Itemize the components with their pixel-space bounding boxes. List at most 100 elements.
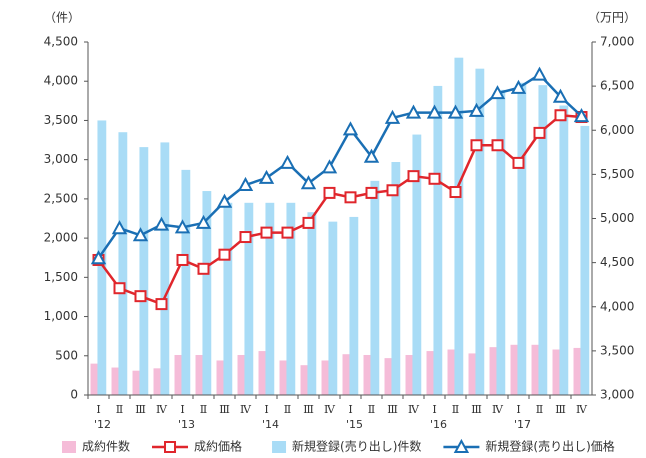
legend-swatch xyxy=(62,441,76,453)
bar xyxy=(328,221,338,395)
marker xyxy=(281,226,294,239)
x-tick-label: Ⅲ xyxy=(387,403,398,416)
y-tick-label: 2,000 xyxy=(44,231,78,245)
bar xyxy=(426,351,435,395)
x-tick-label: Ⅱ xyxy=(368,403,375,416)
marker xyxy=(344,191,357,204)
y2-unit-label: （万円） xyxy=(588,11,636,25)
bar xyxy=(300,365,309,395)
marker xyxy=(239,231,252,244)
bar xyxy=(216,360,225,395)
marker xyxy=(447,104,464,119)
y2-tick-label: 4,500 xyxy=(600,255,634,269)
bar xyxy=(391,162,401,395)
marker xyxy=(321,159,338,174)
bar xyxy=(496,89,506,396)
bar xyxy=(153,368,162,395)
bar xyxy=(90,363,99,395)
year-label: '17 xyxy=(514,418,531,431)
bar xyxy=(321,360,330,395)
bar xyxy=(132,370,141,395)
marker xyxy=(155,298,168,311)
bar xyxy=(342,354,351,395)
marker xyxy=(216,193,233,208)
bar xyxy=(489,347,498,395)
bar xyxy=(447,349,456,395)
y-tick-label: 500 xyxy=(55,348,78,362)
y2-tick-label: 6,500 xyxy=(600,79,634,93)
legend-label: 新規登録(売り出し)価格 xyxy=(485,439,614,454)
marker xyxy=(386,184,399,197)
bar xyxy=(468,353,477,395)
year-label: '12 xyxy=(94,418,111,431)
bar xyxy=(370,180,380,395)
bar xyxy=(265,202,275,395)
marker xyxy=(134,290,147,303)
y-tick-label: 3,500 xyxy=(44,113,78,127)
bar xyxy=(307,212,317,395)
marker xyxy=(426,104,443,119)
x-tick-label: Ⅳ xyxy=(576,403,588,416)
bar xyxy=(363,354,372,395)
marker xyxy=(132,227,149,242)
legend-marker xyxy=(164,441,177,453)
marker xyxy=(512,156,525,169)
legend-marker xyxy=(453,438,470,453)
bar xyxy=(223,202,233,395)
bar xyxy=(454,57,464,395)
y2-tick-label: 7,000 xyxy=(600,35,634,49)
line xyxy=(97,73,583,259)
marker xyxy=(470,139,483,152)
marker xyxy=(407,170,420,183)
marker xyxy=(237,176,254,191)
x-tick-label: Ⅰ xyxy=(432,403,436,416)
year-label: '13 xyxy=(178,418,195,431)
marker xyxy=(260,226,273,239)
year-label: '16 xyxy=(430,418,447,431)
legend-label: 成約価格 xyxy=(194,439,242,454)
marker xyxy=(428,172,441,185)
marker xyxy=(468,102,485,117)
marker xyxy=(491,139,504,152)
x-tick-label: Ⅳ xyxy=(240,403,252,416)
y-tick-label: 4,500 xyxy=(44,35,78,49)
x-tick-label: Ⅱ xyxy=(116,403,123,416)
y2-tick-label: 4,000 xyxy=(600,299,634,313)
bar xyxy=(552,349,561,395)
marker xyxy=(531,66,548,81)
x-tick-label: Ⅰ xyxy=(96,403,100,416)
marker xyxy=(218,248,231,261)
y-tick-label: 0 xyxy=(70,388,78,402)
x-tick-label: Ⅱ xyxy=(284,403,291,416)
marker xyxy=(449,186,462,199)
bar xyxy=(580,125,590,396)
marker xyxy=(552,88,569,103)
x-tick-label: Ⅱ xyxy=(452,403,459,416)
bar xyxy=(349,216,359,395)
marker xyxy=(573,108,590,123)
x-tick-label: Ⅲ xyxy=(555,403,566,416)
x-tick-label: Ⅱ xyxy=(200,403,207,416)
x-tick-label: Ⅳ xyxy=(408,403,420,416)
x-tick-label: Ⅲ xyxy=(219,403,230,416)
x-tick-label: Ⅰ xyxy=(516,403,520,416)
marker xyxy=(302,216,315,229)
marker xyxy=(174,219,191,234)
marker xyxy=(554,109,567,122)
marker xyxy=(323,186,336,199)
marker xyxy=(176,253,189,266)
x-tick-label: Ⅱ xyxy=(536,403,543,416)
y-tick-label: 4,000 xyxy=(44,74,78,88)
y2-tick-label: 3,500 xyxy=(600,343,634,357)
legend-label: 成約件数 xyxy=(82,439,130,454)
marker xyxy=(489,85,506,100)
bar xyxy=(258,351,267,395)
marker xyxy=(405,104,422,119)
marker xyxy=(195,214,212,229)
bar xyxy=(139,147,149,395)
bar xyxy=(195,354,204,395)
x-tick-label: Ⅲ xyxy=(471,403,482,416)
marker xyxy=(90,250,107,265)
